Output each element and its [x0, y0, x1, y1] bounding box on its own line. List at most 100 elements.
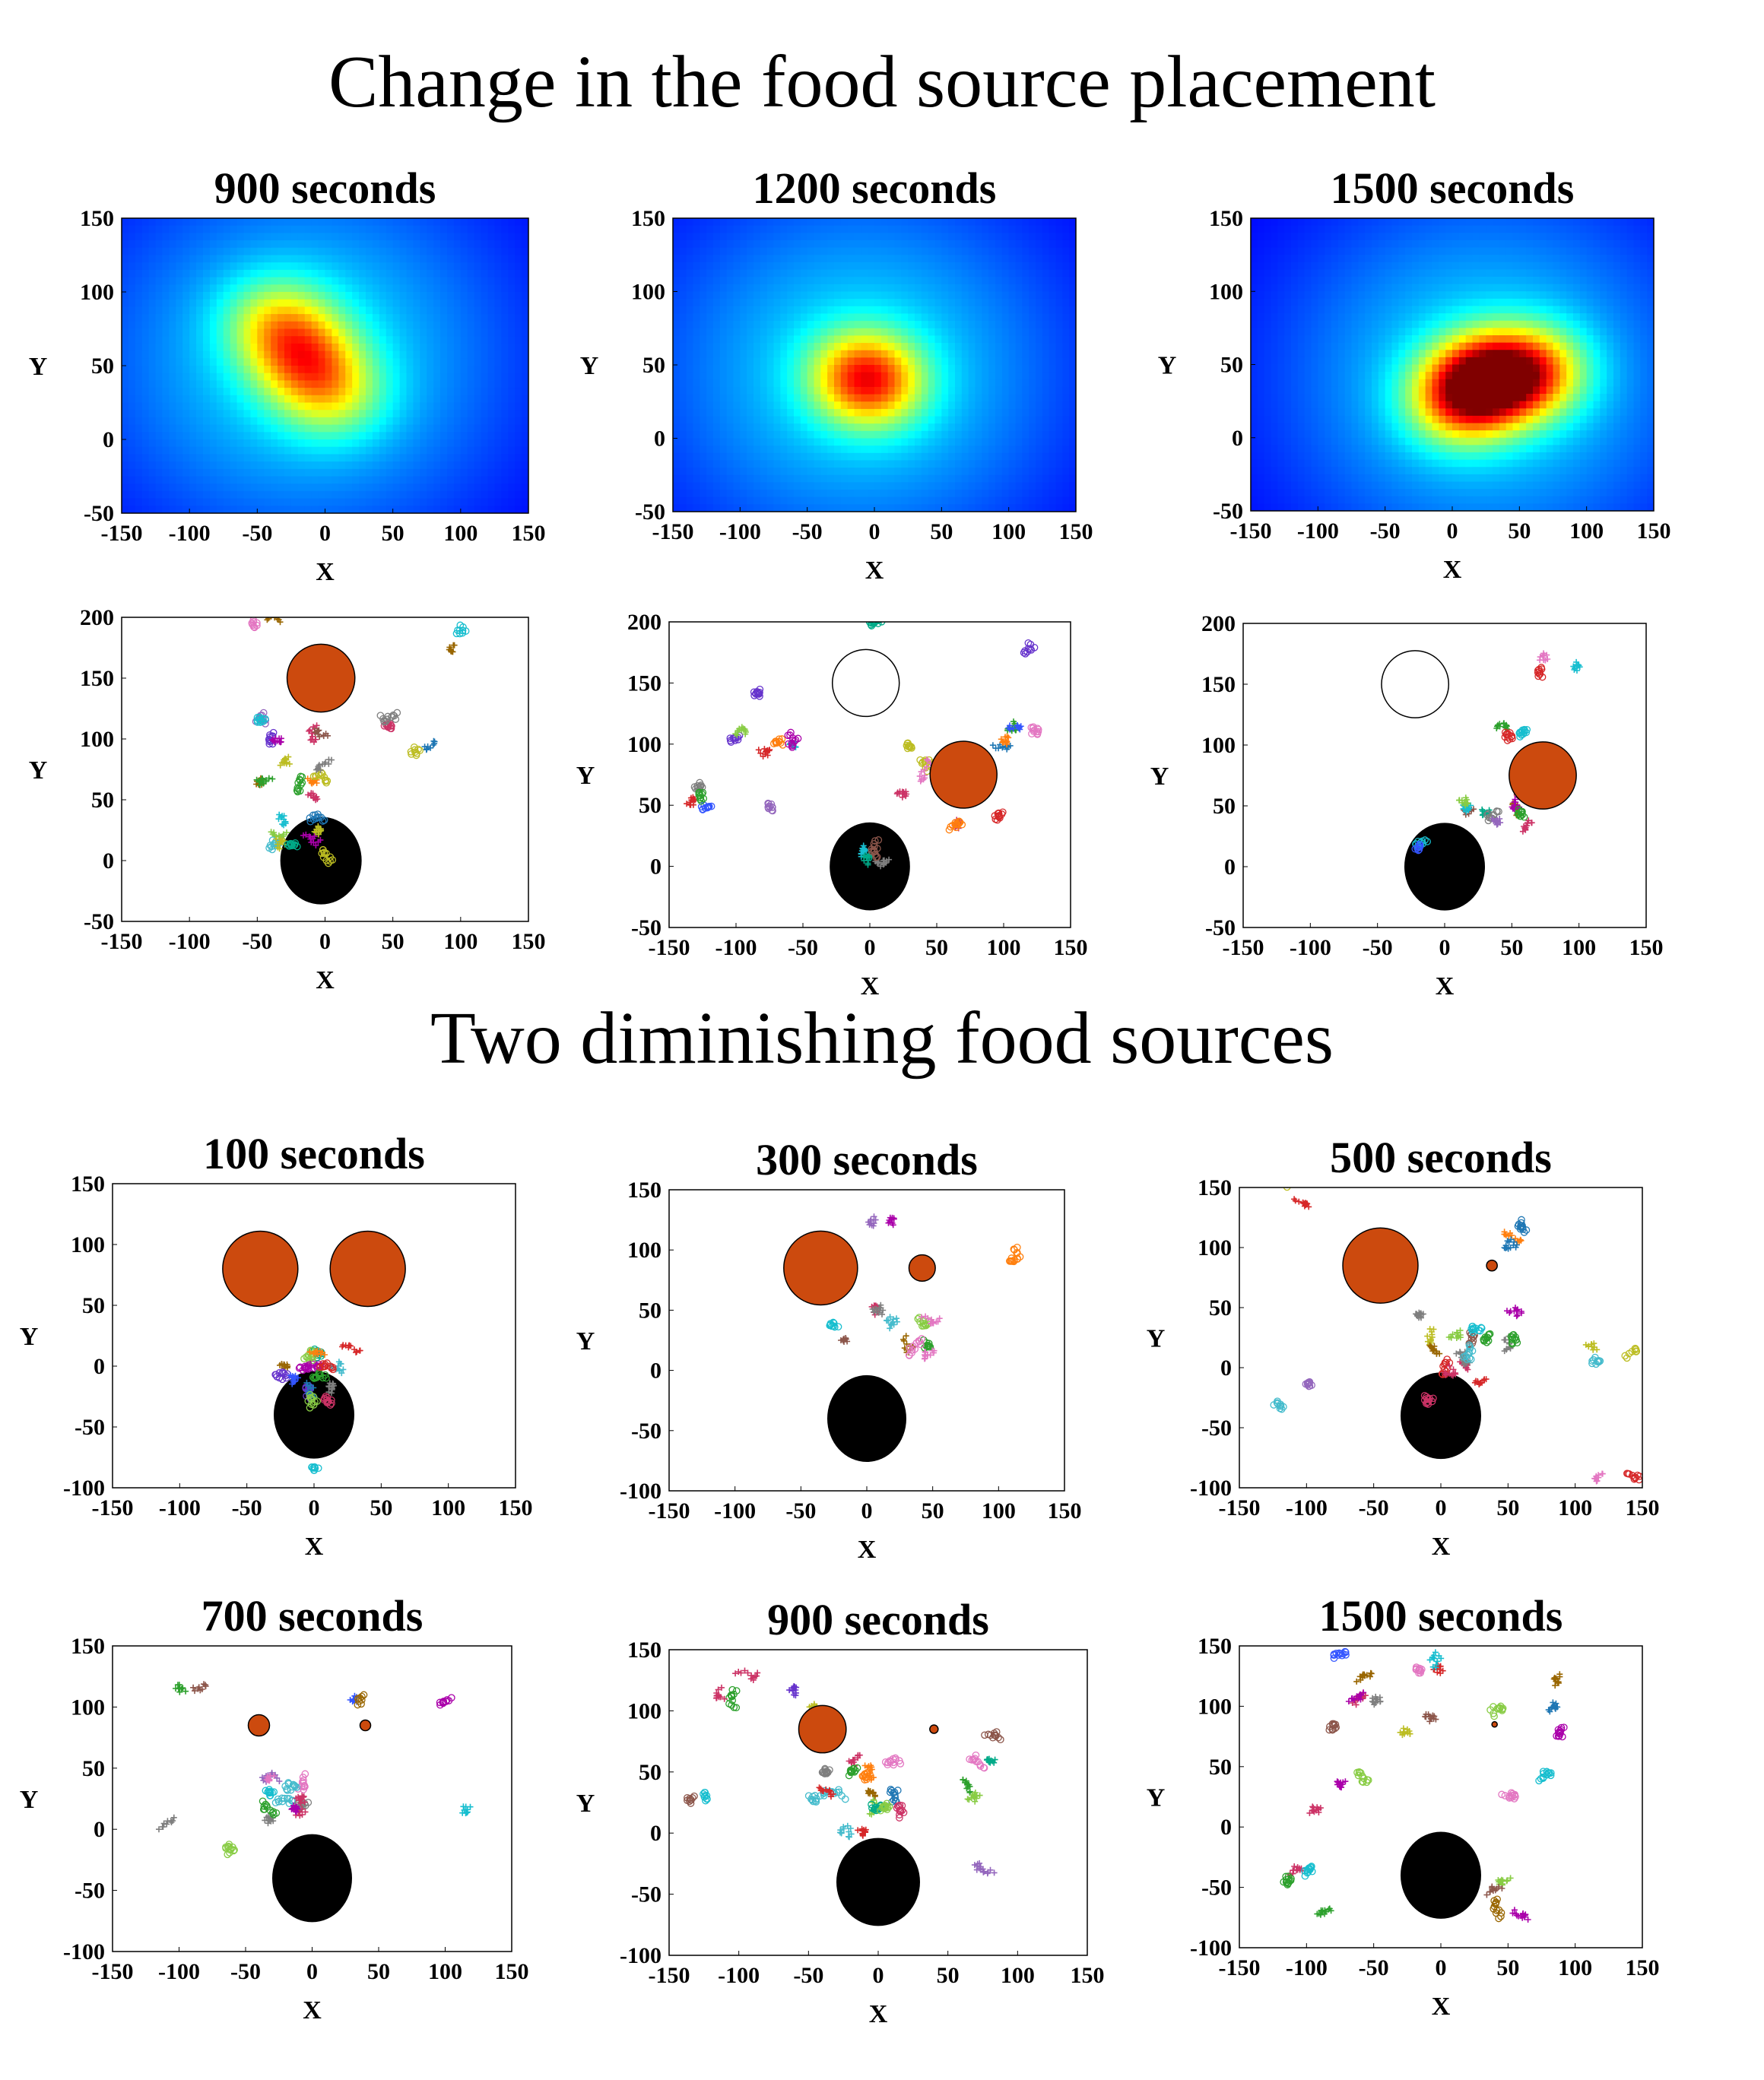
heatmap-cell	[236, 432, 245, 440]
heatmap-cell	[1022, 239, 1030, 249]
heatmap-cell	[522, 350, 528, 359]
heatmap-cell	[372, 468, 380, 477]
heatmap-cell	[934, 328, 942, 336]
heatmap-cell	[182, 388, 190, 396]
heatmap-cell	[934, 379, 942, 388]
heatmap-cell	[433, 395, 441, 404]
heatmap-cell	[686, 474, 694, 483]
heatmap-cell	[304, 328, 313, 337]
heatmap-cell	[1264, 489, 1272, 497]
heatmap-cell	[155, 233, 163, 241]
heatmap-cell	[995, 269, 1003, 277]
heatmap-cell	[515, 454, 522, 462]
heatmap-cell	[271, 314, 278, 322]
heatmap-cell	[359, 366, 366, 374]
heatmap-cell	[700, 306, 707, 315]
heatmap-cell	[861, 313, 868, 322]
heatmap-cell	[290, 314, 299, 322]
heatmap-cell	[176, 225, 183, 233]
heatmap-cell	[766, 269, 775, 277]
heatmap-cell	[203, 314, 211, 322]
heatmap-cell	[169, 446, 176, 455]
heatmap-cell	[182, 306, 190, 315]
heatmap-cell	[494, 225, 502, 233]
heatmap-cell	[148, 262, 157, 271]
heatmap-cell	[135, 233, 143, 241]
heatmap-cell	[800, 299, 808, 307]
heatmap-cell	[522, 328, 528, 337]
heatmap-cell	[406, 233, 414, 241]
heatmap-cell	[257, 439, 265, 448]
heatmap-cell	[318, 484, 326, 492]
heatmap-cell	[700, 233, 707, 241]
heatmap-cell	[515, 336, 522, 344]
heatmap-cell	[840, 269, 849, 277]
heatmap-cell	[264, 255, 271, 263]
heatmap-cell	[271, 506, 278, 513]
heatmap-cell	[223, 380, 231, 388]
heatmap-cell	[760, 401, 768, 410]
heatmap-cell	[955, 218, 963, 227]
heatmap-cell	[453, 490, 462, 499]
heatmap-cell	[508, 432, 516, 440]
heatmap-cell	[250, 446, 258, 455]
heatmap-cell	[1062, 255, 1070, 263]
heatmap-cell	[766, 401, 775, 410]
heatmap-cell	[719, 445, 728, 454]
heatmap-cell	[359, 314, 366, 322]
heatmap-cell	[928, 468, 936, 476]
heatmap-cell	[693, 504, 700, 512]
heatmap-cell	[861, 490, 868, 498]
heatmap-cell	[733, 262, 741, 271]
heatmap-cell	[487, 292, 496, 300]
heatmap-cell	[128, 484, 136, 492]
heatmap-cell	[515, 255, 522, 263]
heatmap-cell	[693, 284, 700, 293]
heatmap-cell	[332, 328, 339, 337]
heatmap-cell	[1001, 394, 1010, 402]
heatmap-cell	[379, 225, 387, 233]
heatmap-cell	[988, 496, 996, 505]
heatmap-cell	[460, 284, 468, 293]
heatmap-cell	[209, 388, 217, 396]
heatmap-cell	[693, 386, 700, 395]
heatmap-cell	[453, 336, 462, 344]
heatmap-cell	[196, 439, 204, 448]
heatmap-cell	[773, 255, 781, 263]
heatmap-cell	[162, 350, 170, 359]
heatmap-cell	[834, 218, 842, 227]
heatmap-cell	[155, 262, 163, 271]
heatmap-cell	[311, 410, 319, 418]
heatmap-cell	[494, 490, 502, 499]
heatmap-cell	[854, 350, 861, 358]
heatmap-cell	[1001, 343, 1010, 351]
heatmap-cell	[1001, 218, 1010, 227]
heatmap-cell	[747, 372, 754, 380]
heatmap-cell	[148, 350, 157, 359]
heatmap-cell	[1022, 504, 1030, 512]
heatmap-cell	[311, 269, 319, 278]
heatmap-cell	[686, 430, 694, 439]
heatmap-cell	[760, 452, 768, 461]
heatmap-cell	[1271, 284, 1278, 292]
heatmap-cell	[713, 291, 721, 300]
heatmap-cell	[278, 247, 285, 256]
heatmap-cell	[747, 350, 754, 358]
heatmap-cell	[827, 452, 835, 461]
heatmap-cell	[1042, 438, 1050, 446]
heatmap-cell	[460, 269, 468, 278]
heatmap-cell	[1036, 416, 1043, 424]
heatmap-cell	[1029, 328, 1036, 336]
heatmap-cell	[861, 496, 868, 505]
heatmap-cell	[1022, 313, 1030, 322]
heatmap-cell	[352, 490, 360, 499]
heatmap-cell	[128, 328, 136, 337]
heatmap-cell	[868, 306, 875, 315]
heatmap-cell	[847, 247, 855, 255]
heatmap-cell	[787, 365, 795, 373]
heatmap-cell	[887, 313, 896, 322]
heatmap-cell	[1069, 365, 1076, 373]
heatmap-cell	[740, 504, 747, 512]
heatmap-cell	[203, 373, 211, 381]
heatmap-cell	[196, 277, 204, 285]
